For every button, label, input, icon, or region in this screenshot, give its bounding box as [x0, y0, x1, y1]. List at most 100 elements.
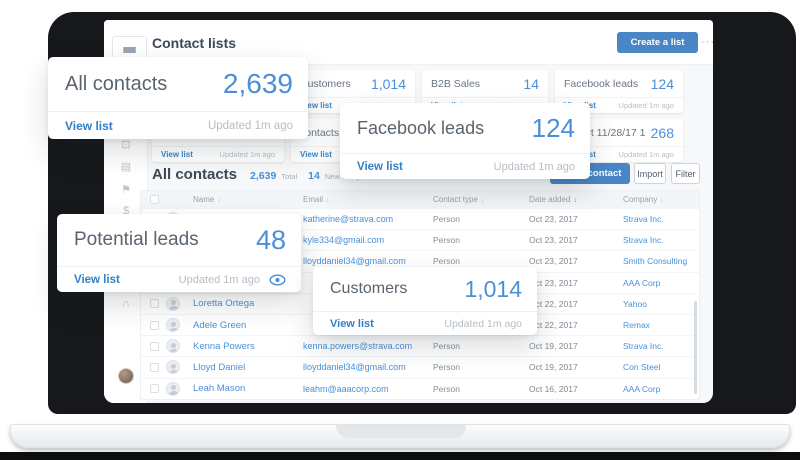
table-row[interactable]: Leah Mason leahm@aaacorp.com Person Oct … — [141, 377, 699, 399]
section-title: All contacts — [152, 166, 238, 183]
date-added: Oct 19, 2017 — [529, 341, 578, 352]
list-count: 124 — [531, 112, 575, 143]
contact-type: Person — [433, 235, 460, 246]
company-link[interactable]: Con Steel — [623, 362, 661, 373]
row-checkbox[interactable] — [150, 341, 166, 351]
contact-email-link[interactable]: katherine@strava.com — [303, 214, 394, 225]
list-card-title: contacts — [300, 126, 340, 139]
list-count: 2,639 — [222, 68, 293, 99]
page-title: Contact lists — [152, 35, 237, 51]
view-list-link[interactable]: View list — [300, 101, 332, 110]
contact-email-link[interactable]: lloyddaniel34@gmail.com — [303, 256, 406, 267]
company-link[interactable]: Strava Inc. — [623, 341, 664, 352]
desk-shadow — [0, 452, 800, 460]
contact-type: Person — [433, 383, 460, 394]
headset-icon[interactable]: ∩ — [122, 298, 130, 310]
date-added: Oct 23, 2017 — [529, 235, 578, 246]
date-added: Oct 23, 2017 — [529, 277, 578, 288]
company-link[interactable]: AAA Corp — [623, 277, 661, 288]
dollar-icon[interactable]: $ — [122, 205, 130, 217]
user-avatar[interactable] — [118, 368, 134, 384]
table-scrollbar[interactable] — [694, 301, 697, 394]
flag-icon[interactable]: ⚑ — [121, 184, 131, 196]
calendar-icon[interactable]: ▤ — [120, 161, 132, 173]
column-header[interactable]: Contact type — [433, 195, 529, 204]
contact-name-link[interactable]: Lloyd Daniel — [193, 361, 246, 373]
company-link[interactable]: Smith Consulting — [623, 256, 688, 267]
contact-avatar-icon — [166, 381, 180, 396]
contact-email-link[interactable]: kenna.powers@strava.com — [303, 341, 413, 352]
contact-avatar-icon — [166, 360, 180, 375]
updated-label: Updated 1m ago — [219, 150, 275, 159]
company-link[interactable]: Strava Inc. — [623, 235, 664, 246]
list-count: 1,014 — [464, 275, 522, 302]
list-card-title: Customers — [300, 77, 351, 90]
list-title: Potential leads — [74, 229, 199, 250]
view-list-link[interactable]: View list — [330, 317, 374, 330]
new-count: 14 — [308, 170, 320, 182]
row-checkbox[interactable] — [150, 362, 166, 372]
company-link[interactable]: Remax — [623, 320, 650, 331]
date-added: Oct 16, 2017 — [529, 383, 578, 394]
contact-email-link[interactable]: kyle334@gmail.com — [303, 235, 385, 246]
create-list-button[interactable]: Create a list — [617, 32, 698, 53]
eye-icon[interactable] — [269, 273, 286, 286]
company-link[interactable]: Yahoo — [623, 298, 647, 309]
date-added: Oct 22, 2017 — [529, 320, 578, 331]
floating-list-card: Customers 1,014 View list Updated 1m ago — [313, 267, 537, 335]
list-card-count: 268 — [650, 124, 674, 141]
contact-type: Person — [433, 214, 460, 225]
contact-email-link[interactable]: lloyddaniel34@gmail.com — [303, 362, 406, 373]
contact-name-link[interactable]: Loretta Ortega — [193, 298, 255, 310]
list-card-count: 1,014 — [370, 75, 406, 92]
more-menu-icon[interactable]: ··· — [701, 36, 713, 48]
list-card-count: 14 — [523, 75, 539, 92]
contact-name-link[interactable]: Kenna Powers — [193, 340, 255, 352]
contact-type: Person — [433, 341, 460, 352]
date-added: Oct 23, 2017 — [529, 214, 578, 225]
row-checkbox[interactable] — [150, 299, 166, 309]
table-row[interactable]: Kenna Powers kenna.powers@strava.com Per… — [141, 335, 699, 356]
import-button[interactable]: Import — [634, 163, 666, 184]
updated-label: Updated 1m ago — [444, 317, 522, 330]
view-list-link[interactable]: View list — [74, 273, 120, 286]
date-added: Oct 23, 2017 — [529, 256, 578, 267]
total-count: 2,639 — [250, 170, 277, 182]
table-header-row: NameEmailContact typeDate addedCompany — [141, 191, 699, 208]
contact-email-link[interactable]: leahm@aaacorp.com — [303, 383, 389, 394]
laptop-base — [10, 424, 790, 448]
hamburger-icon — [123, 46, 136, 53]
list-title: All contacts — [65, 72, 168, 95]
list-title: Customers — [330, 280, 408, 297]
column-header[interactable]: Date added — [529, 195, 623, 204]
contact-name-link[interactable]: Adele Green — [193, 319, 247, 331]
view-list-link[interactable]: View list — [357, 160, 403, 173]
company-link[interactable]: Strava Inc. — [623, 214, 664, 225]
filter-button[interactable]: Filter — [671, 163, 700, 184]
view-list-link[interactable]: View list — [161, 150, 193, 159]
archive-icon[interactable]: ⊡ — [121, 139, 131, 151]
column-header[interactable]: Email — [303, 195, 433, 204]
column-header[interactable]: Company — [623, 195, 699, 204]
contact-name-link[interactable]: Leah Mason — [193, 383, 246, 395]
column-header[interactable]: Name — [193, 195, 303, 204]
list-card-count: 124 — [650, 75, 674, 92]
list-count: 48 — [255, 224, 286, 255]
list-card-title: Facebook leads — [564, 77, 639, 90]
view-list-link[interactable]: View list — [65, 118, 113, 133]
view-list-link[interactable]: View list — [300, 150, 332, 159]
total-label: Total — [281, 172, 298, 181]
updated-label: Updated 1m ago — [618, 101, 674, 110]
row-checkbox[interactable] — [150, 320, 166, 330]
company-link[interactable]: AAA Corp — [623, 383, 661, 394]
updated-label: Updated 1m ago — [618, 150, 674, 159]
row-checkbox[interactable] — [150, 384, 166, 394]
contact-type: Person — [433, 256, 460, 267]
laptop-base-notch — [336, 425, 466, 438]
contact-avatar-icon — [166, 318, 180, 333]
contact-avatar-icon — [166, 296, 180, 311]
table-row[interactable]: Lloyd Daniel lloyddaniel34@gmail.com Per… — [141, 356, 699, 377]
select-all-checkbox[interactable] — [150, 195, 166, 204]
updated-label: Updated 1m ago — [207, 119, 293, 132]
updated-label: Updated 1m ago — [178, 273, 260, 286]
